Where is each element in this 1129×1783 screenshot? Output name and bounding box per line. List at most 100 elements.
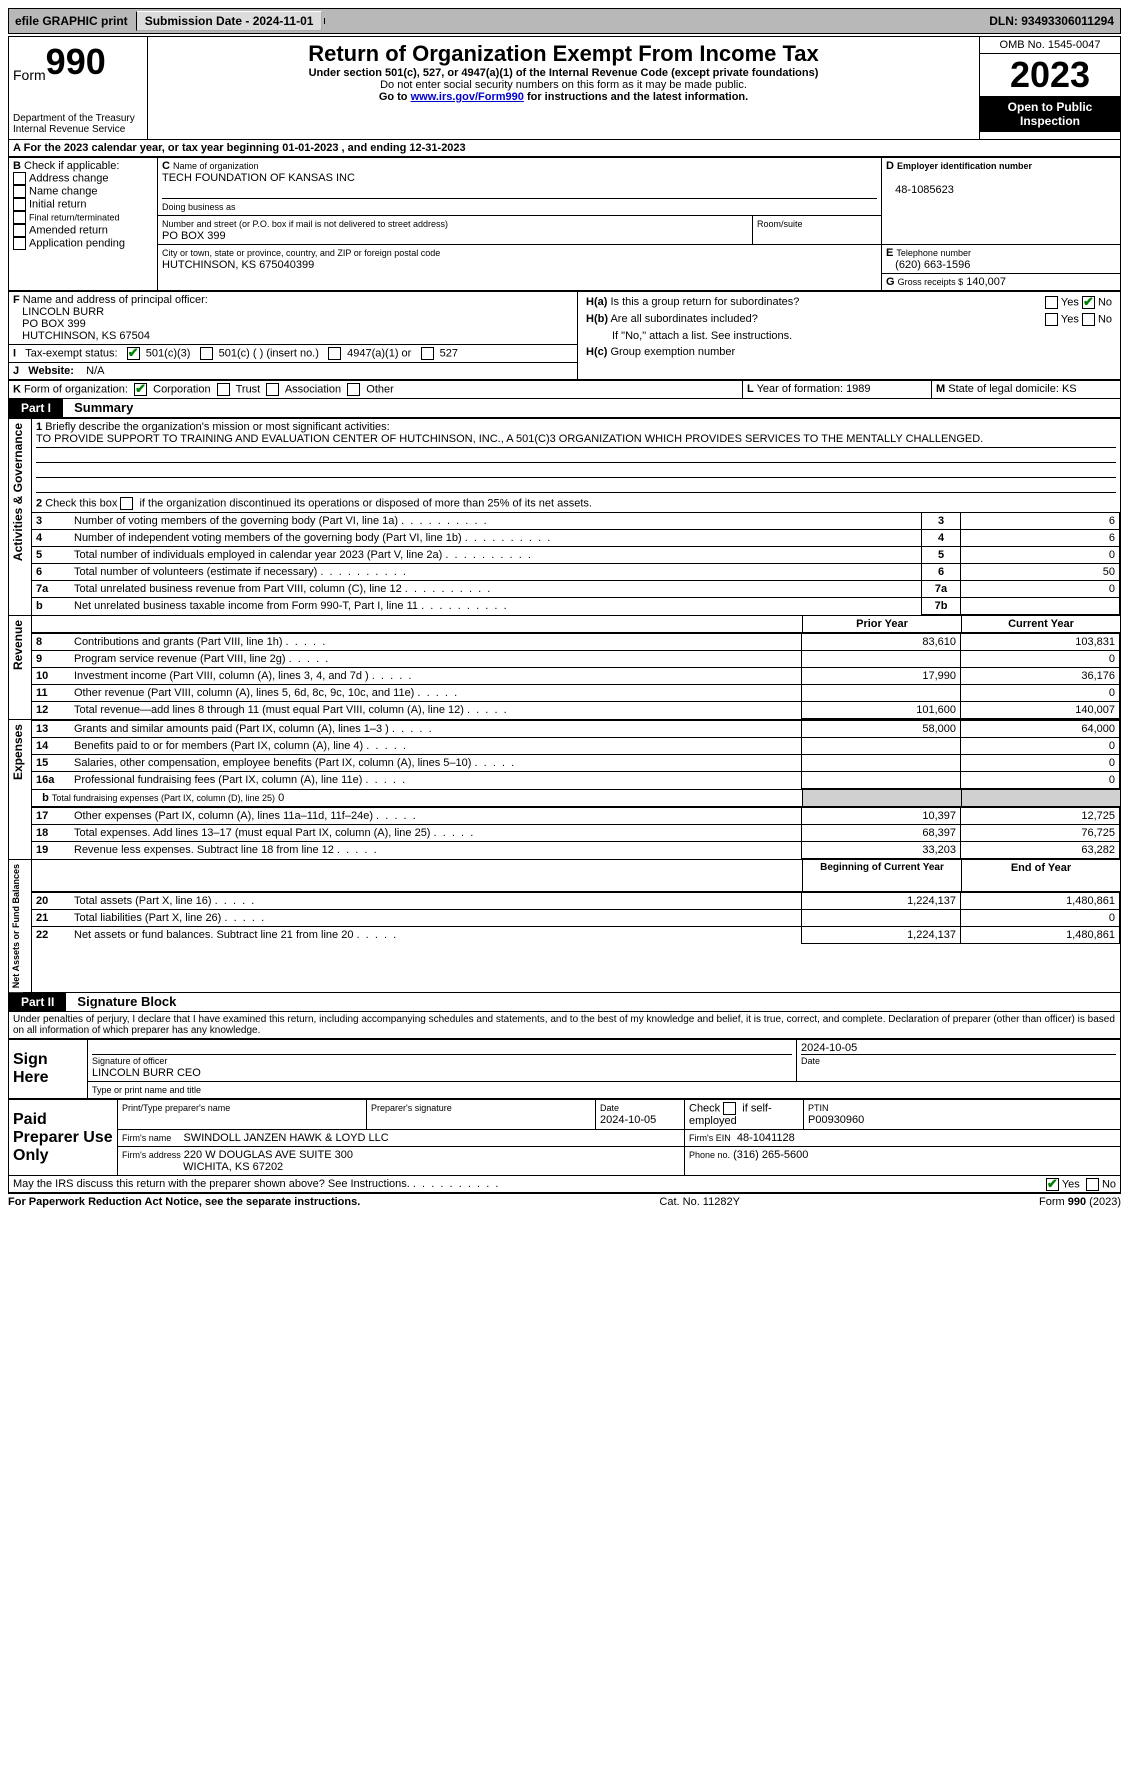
legal-domicile: KS: [1062, 383, 1077, 395]
summary-row: 21Total liabilities (Part X, line 26)0: [32, 910, 1120, 927]
part1-summary: Activities & Governance 1 Briefly descri…: [8, 418, 1121, 993]
hb-no-checkbox[interactable]: [1082, 313, 1095, 326]
dept-irs: Internal Revenue Service: [13, 124, 143, 135]
firm-name: SWINDOLL JANZEN HAWK & LOYD LLC: [183, 1132, 388, 1144]
dept-treasury: Department of the Treasury: [13, 113, 143, 124]
preparer-date: 2024-10-05: [600, 1114, 656, 1126]
summary-row: 7aTotal unrelated business revenue from …: [32, 581, 1120, 598]
summary-row: 8Contributions and grants (Part VIII, li…: [32, 634, 1120, 651]
summary-row: 11Other revenue (Part VIII, column (A), …: [32, 685, 1120, 702]
officer-status-block: F Name and address of principal officer:…: [8, 291, 1121, 380]
summary-row: 4Number of independent voting members of…: [32, 530, 1120, 547]
form-footer-label: Form 990 (2023): [1039, 1196, 1121, 1208]
summary-row: 18Total expenses. Add lines 13–17 (must …: [32, 825, 1120, 842]
527-checkbox[interactable]: [421, 347, 434, 360]
summary-row: 9Program service revenue (Part VIII, lin…: [32, 651, 1120, 668]
form-word: Form: [13, 67, 46, 83]
ha-yes-checkbox[interactable]: [1045, 296, 1058, 309]
summary-row: 20Total assets (Part X, line 16)1,224,13…: [32, 893, 1120, 910]
telephone: (620) 663-1596: [895, 259, 970, 271]
sign-here-label: Sign Here: [9, 1040, 88, 1099]
paid-preparer-block: Paid Preparer Use Only Print/Type prepar…: [8, 1099, 1121, 1176]
summary-row: 6Total number of volunteers (estimate if…: [32, 564, 1120, 581]
open-to-public: Open to Public Inspection: [980, 96, 1120, 132]
tax-year: 2023: [980, 54, 1120, 96]
org-form-block: K Form of organization: Corporation Trus…: [8, 380, 1121, 399]
signature-block: Sign Here Signature of officer LINCOLN B…: [8, 1039, 1121, 1099]
goto-instructions: Go to www.irs.gov/Form990 for instructio…: [152, 91, 975, 103]
current-year-header: Current Year: [962, 616, 1121, 633]
corporation-checkbox[interactable]: [134, 383, 147, 396]
ein-value: 48-1085623: [895, 184, 954, 196]
pra-notice: For Paperwork Reduction Act Notice, see …: [8, 1196, 360, 1208]
no-ssn-notice: Do not enter social security numbers on …: [152, 79, 975, 91]
omb-number: OMB No. 1545-0047: [980, 37, 1120, 54]
irs-link[interactable]: www.irs.gov/Form990: [411, 91, 524, 103]
discuss-row: May the IRS discuss this return with the…: [8, 1176, 1121, 1193]
part1-header: Part I Summary: [8, 399, 1121, 418]
amended-return-checkbox[interactable]: [13, 224, 26, 237]
mission-text: TO PROVIDE SUPPORT TO TRAINING AND EVALU…: [36, 433, 1116, 448]
side-label-rev: Revenue: [9, 616, 27, 674]
summary-row: 22Net assets or fund balances. Subtract …: [32, 927, 1120, 944]
501c-checkbox[interactable]: [200, 347, 213, 360]
other-checkbox[interactable]: [347, 383, 360, 396]
top-bar: efile GRAPHIC print Submission Date - 20…: [8, 8, 1121, 34]
final-return-checkbox[interactable]: [13, 211, 26, 224]
name-change-checkbox[interactable]: [13, 185, 26, 198]
identification-block: B Check if applicable: Address change Na…: [8, 157, 1121, 291]
line-a: A For the 2023 calendar year, or tax yea…: [8, 140, 1121, 157]
perjury-statement: Under penalties of perjury, I declare th…: [8, 1012, 1121, 1039]
firm-ein: 48-1041128: [737, 1132, 795, 1144]
summary-row: 3Number of voting members of the governi…: [32, 513, 1120, 530]
prior-year-header: Prior Year: [803, 616, 962, 633]
firm-addr2: WICHITA, KS 67202: [183, 1161, 283, 1173]
catalog-number: Cat. No. 11282Y: [659, 1196, 740, 1208]
firm-phone: (316) 265-5600: [733, 1149, 808, 1161]
summary-row: 16aProfessional fundraising fees (Part I…: [32, 772, 1120, 789]
begin-year-header: Beginning of Current Year: [803, 860, 962, 892]
end-year-header: End of Year: [962, 860, 1121, 892]
trust-checkbox[interactable]: [217, 383, 230, 396]
self-employed-checkbox[interactable]: [723, 1102, 736, 1115]
501c3-checkbox[interactable]: [127, 347, 140, 360]
discuss-no-checkbox[interactable]: [1086, 1178, 1099, 1191]
address-change-checkbox[interactable]: [13, 172, 26, 185]
initial-return-checkbox[interactable]: [13, 198, 26, 211]
officer-name: LINCOLN BURR: [22, 306, 104, 318]
side-label-ag: Activities & Governance: [9, 419, 27, 565]
ptin-value: P00930960: [808, 1114, 864, 1126]
paid-preparer-label: Paid Preparer Use Only: [9, 1100, 118, 1176]
summary-row: 13Grants and similar amounts paid (Part …: [32, 721, 1120, 738]
association-checkbox[interactable]: [266, 383, 279, 396]
discuss-yes-checkbox[interactable]: [1046, 1178, 1059, 1191]
org-name: TECH FOUNDATION OF KANSAS INC: [162, 172, 355, 184]
form-header: Form990 Department of the Treasury Inter…: [8, 36, 1121, 140]
form-number: 990: [46, 41, 106, 82]
discontinued-checkbox[interactable]: [120, 497, 133, 510]
street-address: PO BOX 399: [162, 230, 226, 242]
summary-row: bNet unrelated business taxable income f…: [32, 598, 1120, 615]
firm-addr1: 220 W DOUGLAS AVE SUITE 300: [184, 1149, 353, 1161]
signature-date: 2024-10-05: [801, 1042, 1116, 1055]
4947-checkbox[interactable]: [328, 347, 341, 360]
form-title: Return of Organization Exempt From Incom…: [152, 41, 975, 67]
summary-row: 12Total revenue—add lines 8 through 11 (…: [32, 702, 1120, 719]
summary-row: 19Revenue less expenses. Subtract line 1…: [32, 842, 1120, 859]
submission-date-button[interactable]: Submission Date - 2024-11-01: [136, 11, 323, 31]
application-pending-checkbox[interactable]: [13, 237, 26, 250]
gross-receipts: 140,007: [966, 276, 1006, 288]
formation-year: 1989: [846, 383, 870, 395]
ha-no-checkbox[interactable]: [1082, 296, 1095, 309]
form-subtitle: Under section 501(c), 527, or 4947(a)(1)…: [152, 67, 975, 79]
city-state-zip: HUTCHINSON, KS 675040399: [162, 259, 314, 271]
page-footer: For Paperwork Reduction Act Notice, see …: [8, 1193, 1121, 1208]
side-label-na: Net Assets or Fund Balances: [9, 860, 23, 992]
summary-row: 15Salaries, other compensation, employee…: [32, 755, 1120, 772]
summary-row: 5Total number of individuals employed in…: [32, 547, 1120, 564]
side-label-exp: Expenses: [9, 720, 27, 784]
hb-yes-checkbox[interactable]: [1045, 313, 1058, 326]
website-value: N/A: [86, 365, 104, 377]
officer-signature-name: LINCOLN BURR CEO: [92, 1067, 201, 1079]
summary-row: 10Investment income (Part VIII, column (…: [32, 668, 1120, 685]
